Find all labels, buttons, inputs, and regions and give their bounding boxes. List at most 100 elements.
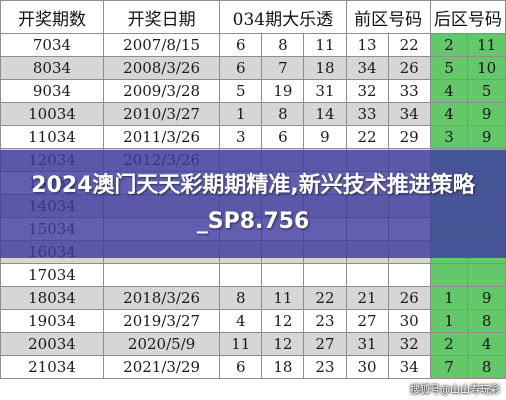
- table-row: 18034 2018/3/26 8 11 22 21 26 1 9: [0, 286, 506, 310]
- cell-date: 2010/3/27: [102, 102, 221, 126]
- cell-back-number: 2: [429, 332, 469, 356]
- cell-front-number: 34: [387, 355, 431, 379]
- cell-back-number: [429, 263, 469, 287]
- cell-front-number: 31: [345, 332, 389, 356]
- cell-front-number: 34: [345, 56, 389, 80]
- cell-date: 2018/3/26: [102, 286, 221, 310]
- cell-front-number: 11: [219, 332, 263, 356]
- cell-front-number: 23: [303, 355, 347, 379]
- cell-front-number: 26: [387, 56, 431, 80]
- cell-date: 2008/3/26: [102, 56, 221, 80]
- cell-back-number: 2: [429, 33, 469, 57]
- cell-front-number: 3: [219, 125, 263, 149]
- cell-front-number: 33: [345, 102, 389, 126]
- cell-front-number: 26: [387, 286, 431, 310]
- cell-front-number: 8: [261, 102, 305, 126]
- cell-front-number: 21: [345, 286, 389, 310]
- cell-front-number: [387, 263, 431, 287]
- cell-front-number: 11: [303, 33, 347, 57]
- cell-back-number: 11: [467, 33, 506, 57]
- cell-front-number: [303, 263, 347, 287]
- header-issue: 开奖期数: [0, 0, 104, 34]
- cell-issue: 21034: [0, 355, 104, 379]
- cell-date: 2009/3/28: [102, 79, 221, 103]
- cell-back-number: 1: [429, 286, 469, 310]
- cell-front-number: 19: [261, 79, 305, 103]
- cell-date: 2007/8/15: [102, 33, 221, 57]
- table-row: 11034 2011/3/26 3 6 9 22 29 3 9: [0, 125, 506, 149]
- cell-front-number: 22: [303, 286, 347, 310]
- cell-date: 2019/3/27: [102, 309, 221, 333]
- cell-front-number: 22: [345, 125, 389, 149]
- cell-front-number: 6: [219, 355, 263, 379]
- table-row: 19034 2019/3/27 4 12 23 27 30 1 8: [0, 309, 506, 333]
- cell-front-number: 33: [387, 79, 431, 103]
- cell-front-number: 27: [345, 309, 389, 333]
- cell-front-number: 14: [303, 102, 347, 126]
- cell-issue: 8034: [0, 56, 104, 80]
- table-row: 10034 2010/3/27 1 8 14 33 34 4 9: [0, 102, 506, 126]
- cell-back-number: 5: [467, 79, 506, 103]
- cell-front-number: 13: [345, 33, 389, 57]
- cell-back-number: 9: [467, 286, 506, 310]
- table-row: 21034 2021/3/29 6 18 23 30 34 7 8: [0, 355, 506, 379]
- cell-front-number: 31: [303, 79, 347, 103]
- banner-title: 2024澳门天天彩期期精准,新兴技术推进策略_SP8.756: [31, 173, 475, 234]
- cell-issue: 19034: [0, 309, 104, 333]
- cell-back-number: 9: [467, 102, 506, 126]
- cell-back-number: 5: [429, 56, 469, 80]
- cell-date: 2020/5/9: [102, 332, 221, 356]
- header-draw: 034期大乐透: [219, 0, 347, 34]
- cell-issue: 9034: [0, 79, 104, 103]
- cell-back-number: [467, 263, 506, 287]
- cell-front-number: 30: [345, 355, 389, 379]
- cell-front-number: 34: [387, 102, 431, 126]
- cell-date: 2021/3/29: [102, 355, 221, 379]
- cell-front-number: 11: [261, 286, 305, 310]
- cell-issue: 17034: [0, 263, 104, 287]
- cell-front-number: 12: [261, 332, 305, 356]
- cell-issue: 7034: [0, 33, 104, 57]
- cell-front-number: 8: [219, 286, 263, 310]
- cell-back-number: 8: [467, 309, 506, 333]
- header-back-zone: 后区号码: [429, 0, 506, 34]
- cell-issue: 18034: [0, 286, 104, 310]
- table-row: 9034 2009/3/28 5 19 31 32 33 4 5: [0, 79, 506, 103]
- cell-date: [102, 263, 221, 287]
- watermark: 搜狐号@山山寿玩彩: [410, 385, 500, 396]
- cell-back-number: 9: [467, 125, 506, 149]
- cell-front-number: 22: [387, 33, 431, 57]
- cell-front-number: 1: [219, 102, 263, 126]
- cell-front-number: 6: [219, 56, 263, 80]
- table-row: 8034 2008/3/26 6 7 18 34 26 5 10: [0, 56, 506, 80]
- cell-back-number: 4: [467, 332, 506, 356]
- cell-back-number: 10: [467, 56, 506, 80]
- cell-front-number: 6: [219, 33, 263, 57]
- cell-issue: 11034: [0, 125, 104, 149]
- cell-front-number: 12: [261, 309, 305, 333]
- cell-front-number: 27: [303, 332, 347, 356]
- cell-back-number: 1: [429, 309, 469, 333]
- cell-front-number: 6: [261, 125, 305, 149]
- cell-front-number: [219, 263, 263, 287]
- cell-front-number: 8: [261, 33, 305, 57]
- cell-front-number: 5: [219, 79, 263, 103]
- cell-front-number: 18: [261, 355, 305, 379]
- cell-front-number: 9: [303, 125, 347, 149]
- cell-issue: 10034: [0, 102, 104, 126]
- table-row: 7034 2007/8/15 6 8 11 13 22 2 11: [0, 33, 506, 57]
- table-row: 20034 2020/5/9 11 12 27 31 32 2 4: [0, 332, 506, 356]
- cell-front-number: 23: [303, 309, 347, 333]
- table-row: 17034: [0, 263, 506, 287]
- cell-front-number: [345, 263, 389, 287]
- cell-back-number: 8: [467, 355, 506, 379]
- header-row: 开奖期数 开奖日期 034期大乐透 前区号码 后区号码: [0, 0, 506, 34]
- cell-back-number: 7: [429, 355, 469, 379]
- cell-front-number: 32: [345, 79, 389, 103]
- cell-back-number: 4: [429, 102, 469, 126]
- cell-back-number: 4: [429, 79, 469, 103]
- cell-front-number: 32: [387, 332, 431, 356]
- cell-front-number: 4: [219, 309, 263, 333]
- cell-issue: 20034: [0, 332, 104, 356]
